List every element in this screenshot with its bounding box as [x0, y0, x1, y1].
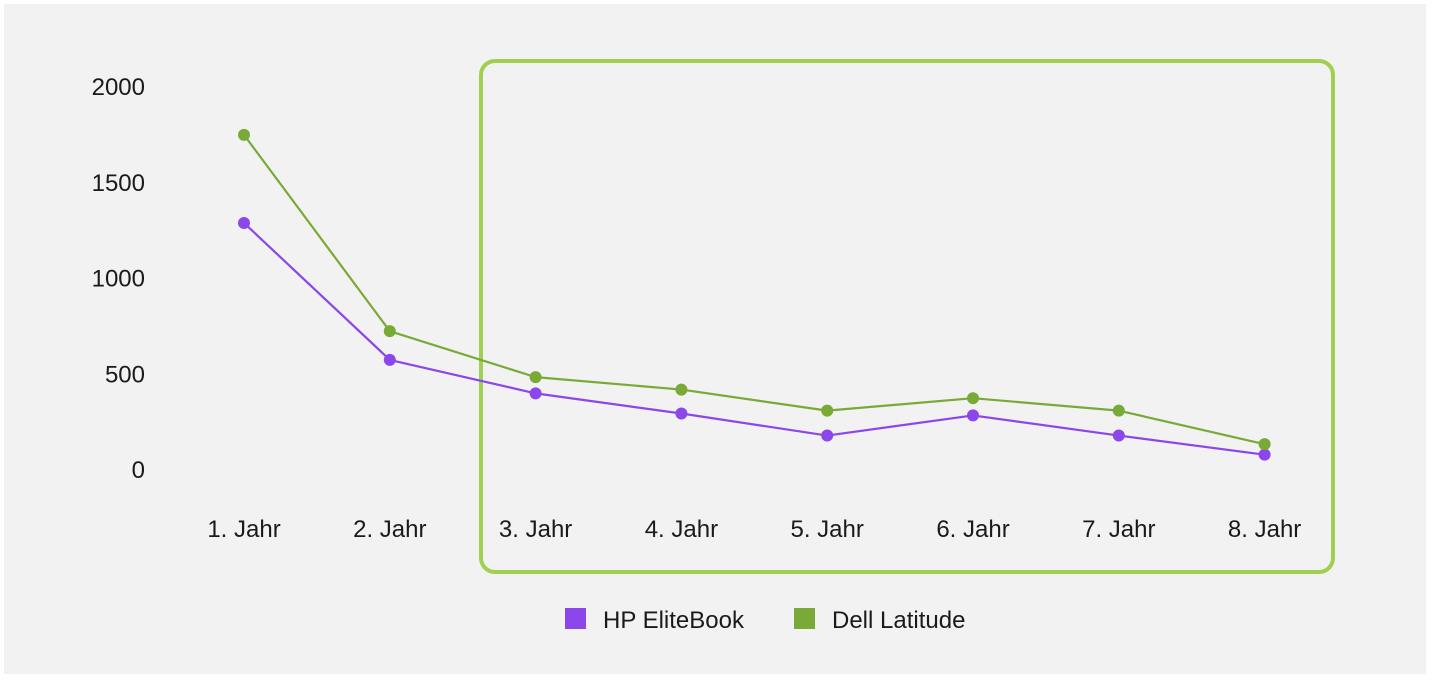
series-line-dell-latitude [243, 134, 1265, 446]
x-tick-label: 1. Jahr [207, 516, 280, 543]
data-point [383, 353, 396, 366]
series-points [238, 128, 1271, 461]
x-tick-label: 6. Jahr [936, 516, 1009, 543]
data-point [821, 429, 834, 442]
data-point [821, 404, 834, 417]
x-axis-ticks: 1. Jahr 2. Jahr 3. Jahr 4. Jahr 5. Jahr 6. Ja… [207, 516, 1301, 543]
data-point [383, 325, 396, 338]
data-point [238, 216, 250, 229]
x-tick-label: 2. Jahr [353, 516, 426, 543]
x-tick-label: 3. Jahr [499, 516, 572, 543]
y-tick-label: 0 [132, 457, 145, 484]
data-point [675, 407, 688, 420]
data-point [529, 387, 542, 400]
legend-swatch [794, 608, 815, 629]
y-tick-label: 500 [105, 361, 145, 388]
legend-label: Dell Latitude [832, 607, 965, 634]
x-tick-label: 5. Jahr [791, 516, 864, 543]
data-point [1112, 404, 1125, 417]
y-tick-label: 1500 [92, 170, 145, 197]
x-tick-label: 7. Jahr [1082, 516, 1155, 543]
data-point [238, 128, 250, 141]
highlight-box [479, 59, 1335, 574]
data-point [1258, 448, 1271, 461]
data-point [967, 409, 979, 422]
x-tick-label: 8. Jahr [1228, 516, 1301, 543]
legend-label: HP EliteBook [603, 607, 745, 634]
data-point [675, 383, 688, 396]
y-axis-ticks: 0 500 1000 1500 2000 [92, 74, 145, 484]
y-tick-label: 2000 [92, 74, 145, 101]
x-tick-label: 4. Jahr [645, 516, 718, 543]
data-point [1112, 429, 1125, 442]
legend-swatch [565, 608, 586, 629]
data-point [529, 371, 542, 384]
data-point [967, 392, 979, 405]
y-tick-label: 1000 [92, 266, 145, 293]
legend: HP EliteBook Dell Latitude [565, 607, 965, 634]
data-point [1258, 438, 1271, 451]
chart-panel [4, 4, 1426, 674]
series-lines [243, 134, 1265, 456]
series-line-hp-elitebook [243, 222, 1265, 456]
